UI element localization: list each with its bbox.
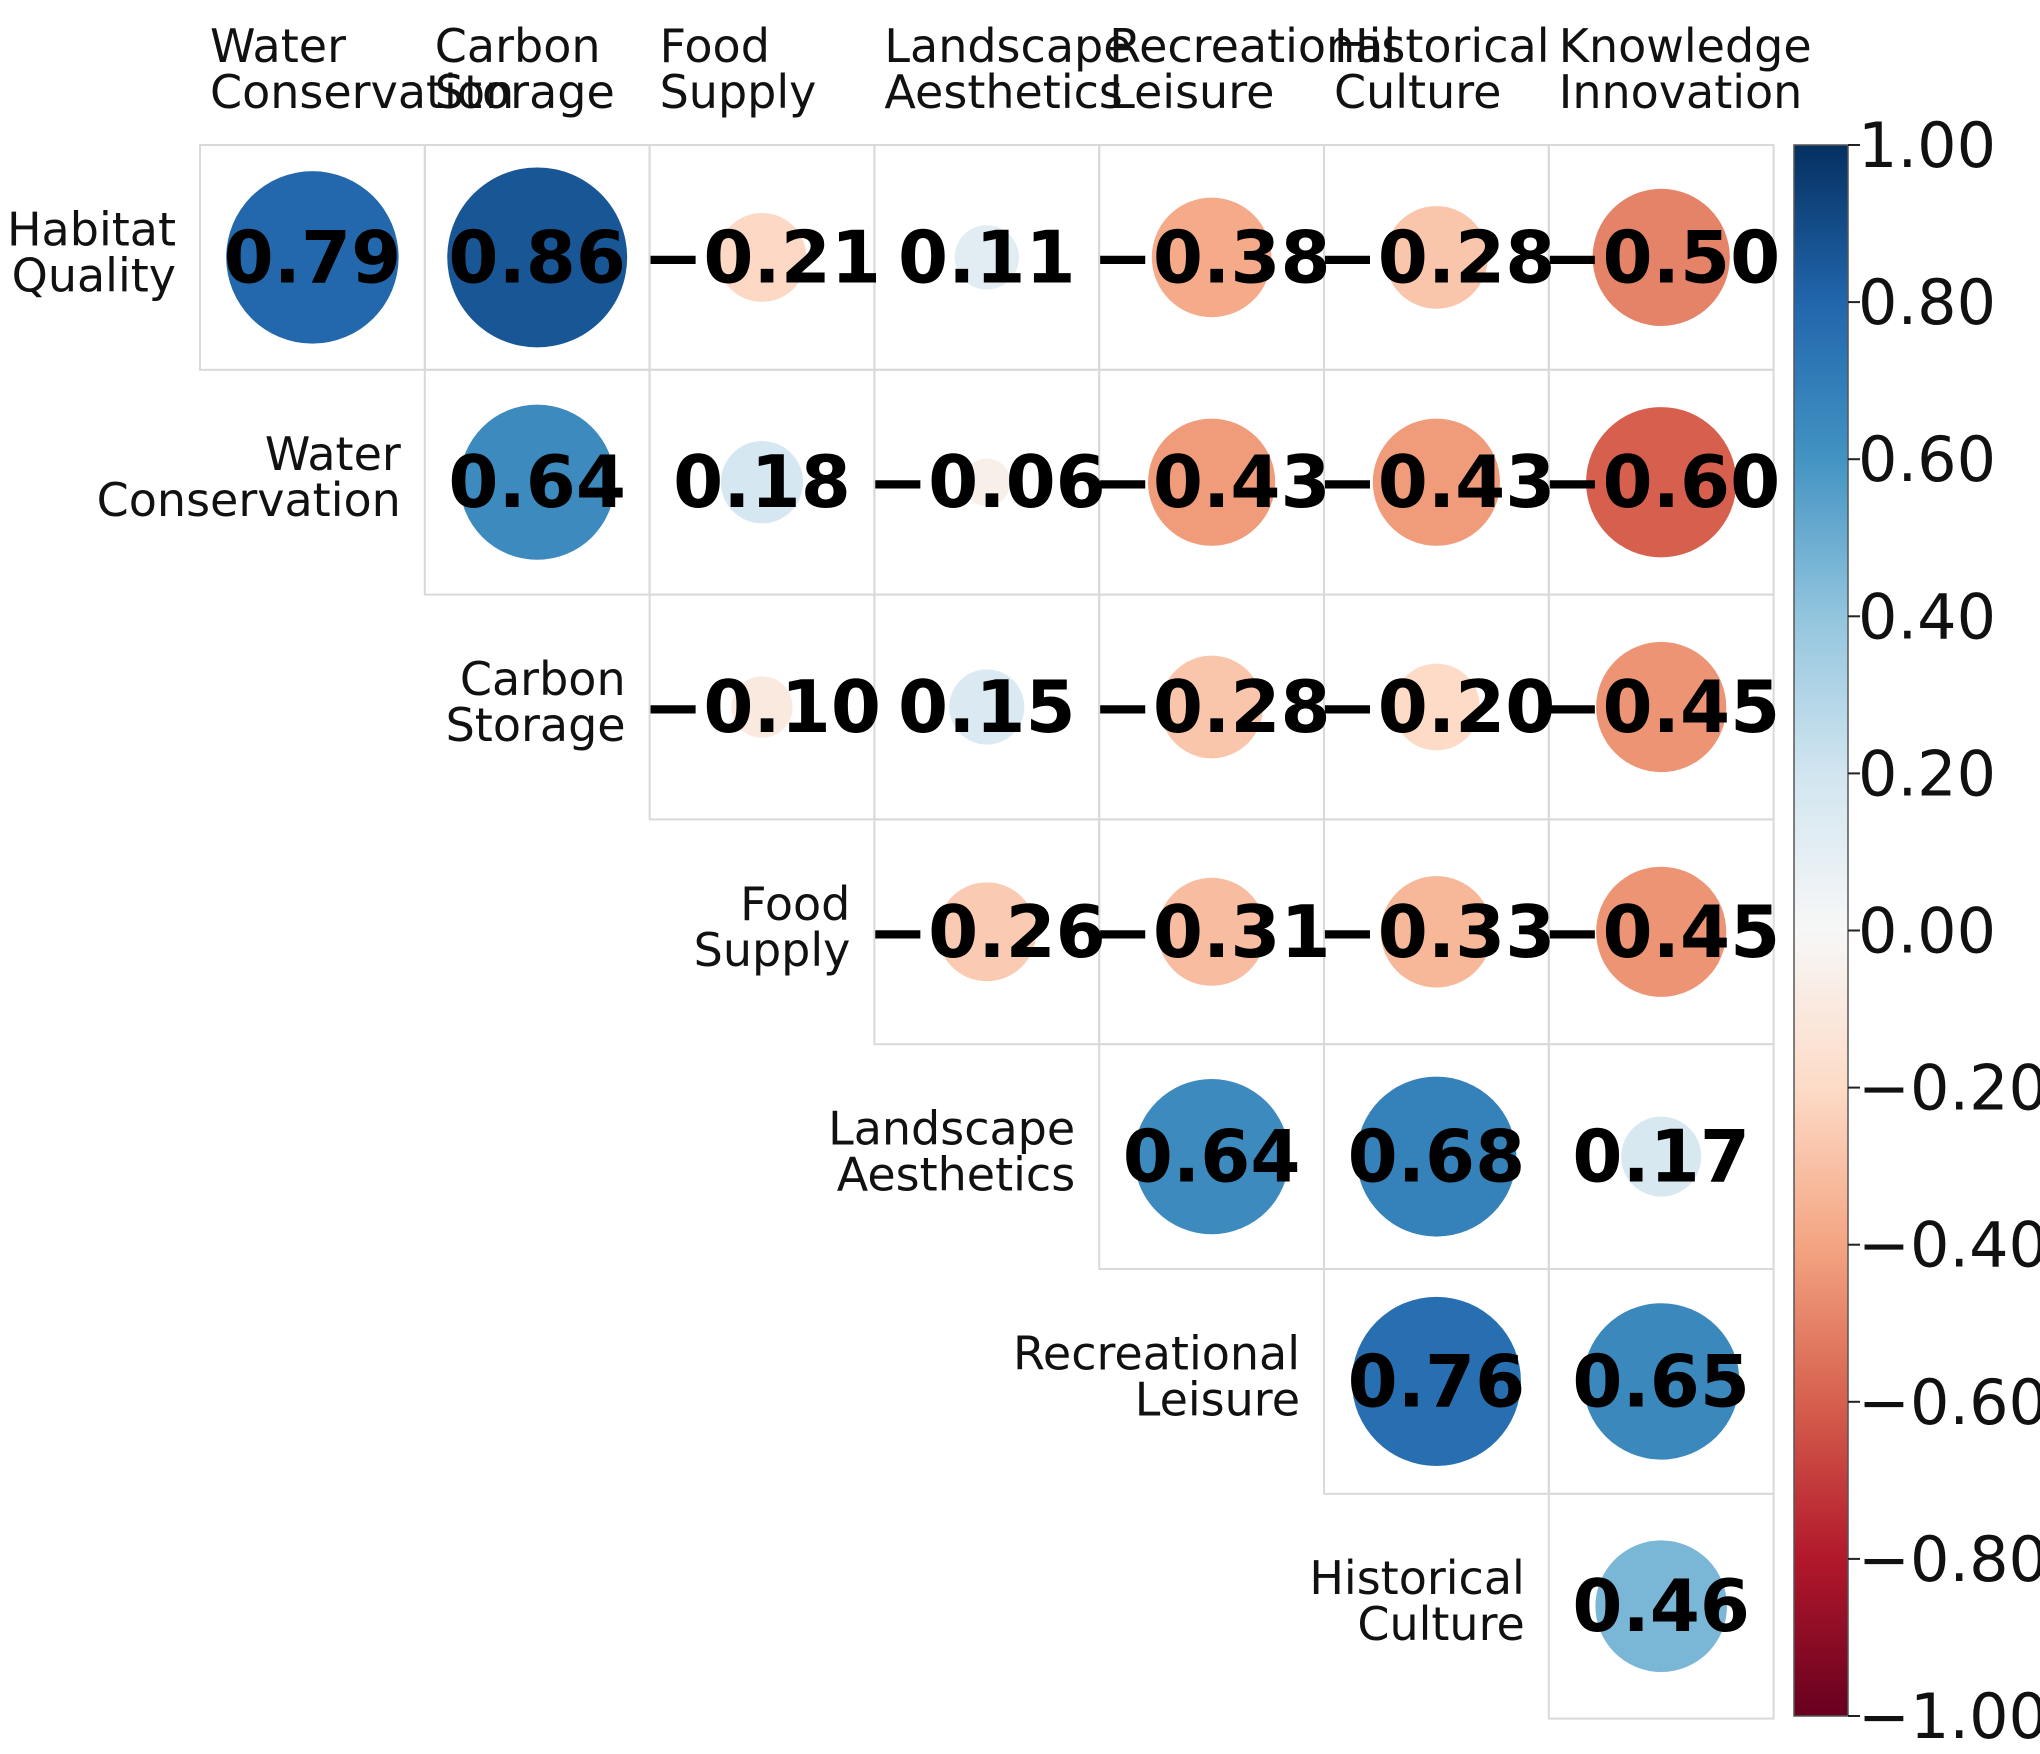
correlation-value: 0.64 [448,440,626,524]
column-label: Food Supply [660,19,817,119]
colorbar-tick-label: −0.40 [1858,1209,2040,1282]
correlation-value: 0.17 [1572,1115,1750,1199]
correlation-value: −0.45 [1542,665,1780,749]
row-label: Recreational Leisure [1013,1326,1300,1426]
column-label: Landscape Aesthetics [884,19,1131,119]
correlation-circle [1134,1079,1290,1235]
correlation-circle [1393,663,1480,751]
correlation-circle [1592,188,1730,326]
correlation-value: −0.38 [1093,215,1331,299]
correlation-value: −0.26 [868,890,1106,974]
correlation-circle [949,669,1025,745]
correlation-value: −0.06 [868,440,1106,524]
colorbar: 1.00 0.80 0.60 0.40 0.20 0.00 −0.20 −0.40 −0.60 −… [1793,109,2040,1753]
correlation-circle [937,882,1037,982]
correlation-circle [1621,1116,1702,1197]
correlation-value: 0.76 [1348,1339,1526,1423]
correlation-value: −0.43 [1093,440,1331,524]
row-label: Water Conservation [97,427,401,527]
colorbar-tick-label: −1.00 [1858,1680,2040,1753]
correlation-value: 0.64 [1123,1115,1301,1199]
colorbar-tick-label: −0.80 [1858,1523,2040,1596]
row-label: Carbon Storage [446,652,626,752]
colorbar-scale [1793,144,1849,1717]
correlation-circle [1596,866,1727,997]
correlation-circle [447,167,628,348]
correlation-circle [1586,407,1737,558]
correlation-circle [1596,641,1727,773]
correlation-value: −0.60 [1542,440,1780,524]
correlation-value: −0.31 [1093,890,1331,974]
correlation-circle [1385,206,1488,309]
correlation-circle [1356,1076,1517,1237]
colorbar-tick-label: −0.20 [1858,1052,2040,1125]
grid-cell [1547,1492,1775,1720]
correlation-value: 0.86 [448,215,626,299]
correlation-value: −0.43 [1317,440,1555,524]
correlation-circle [720,441,804,524]
column-label: Recreational Leisure [1109,19,1396,119]
value-labels: 0.79 0.86 −0.21 0.11 −0.38−0.28−0.500.64 0.18… [224,215,1781,1648]
colorbar-tick-label: 0.40 [1858,580,1996,653]
colorbar-tick-label: 1.00 [1858,109,1996,182]
correlation-value: −0.33 [1317,890,1555,974]
correlation-circle [1151,197,1272,318]
correlation-circle [954,225,1019,290]
correlation-value: 0.65 [1572,1339,1750,1423]
row-label: Food Supply [694,877,851,977]
colorbar-tick-label: 0.20 [1858,737,1996,810]
column-label: Water Conservation [210,19,514,119]
correlation-value: 0.46 [1572,1564,1750,1648]
correlation-value: −0.45 [1542,890,1780,974]
row-label: Landscape Aesthetics [828,1102,1075,1202]
colorbar-tick-label: 0.00 [1858,895,1996,968]
correlation-circle [963,458,1011,506]
correlation-circle [717,212,807,302]
correlation-value: 0.79 [224,215,402,299]
correlation-value: 0.15 [898,665,1076,749]
correlation-circle [1351,1296,1521,1466]
correlation-circle [1595,1540,1727,1672]
colorbar-tick-label: 0.60 [1858,423,1996,496]
correlation-value: −0.10 [643,665,881,749]
correlation-circle [226,171,399,344]
correlation-value: −0.50 [1542,215,1780,299]
row-label: Habitat Quality [7,202,176,302]
correlation-circles [226,167,1740,1672]
correlation-circle [1372,418,1501,546]
column-label: Historical Culture [1334,19,1549,119]
correlation-circle [1147,418,1276,546]
correlation-value: −0.28 [1093,665,1331,749]
correlation-circle [1380,876,1493,988]
correlation-value: −0.28 [1317,215,1555,299]
colorbar-tick-label: 0.80 [1858,266,1996,339]
row-label: Historical Culture [1309,1551,1524,1651]
correlation-value: −0.21 [643,215,881,299]
column-label: Knowledge Innovation [1559,19,1812,119]
correlation-circle [731,676,793,738]
grid [199,144,1775,1720]
correlation-value: 0.18 [673,440,851,524]
correlation-circle [1157,877,1266,986]
correlation-value: 0.68 [1348,1115,1526,1199]
correlation-circle [1582,1303,1740,1460]
correlation-value: −0.20 [1317,665,1555,749]
colorbar-tick-label: −0.60 [1858,1366,2040,1439]
column-label: Carbon Storage [435,19,615,119]
correlation-circle [459,404,615,560]
correlation-circle [1160,655,1263,759]
correlation-value: 0.11 [898,215,1076,299]
